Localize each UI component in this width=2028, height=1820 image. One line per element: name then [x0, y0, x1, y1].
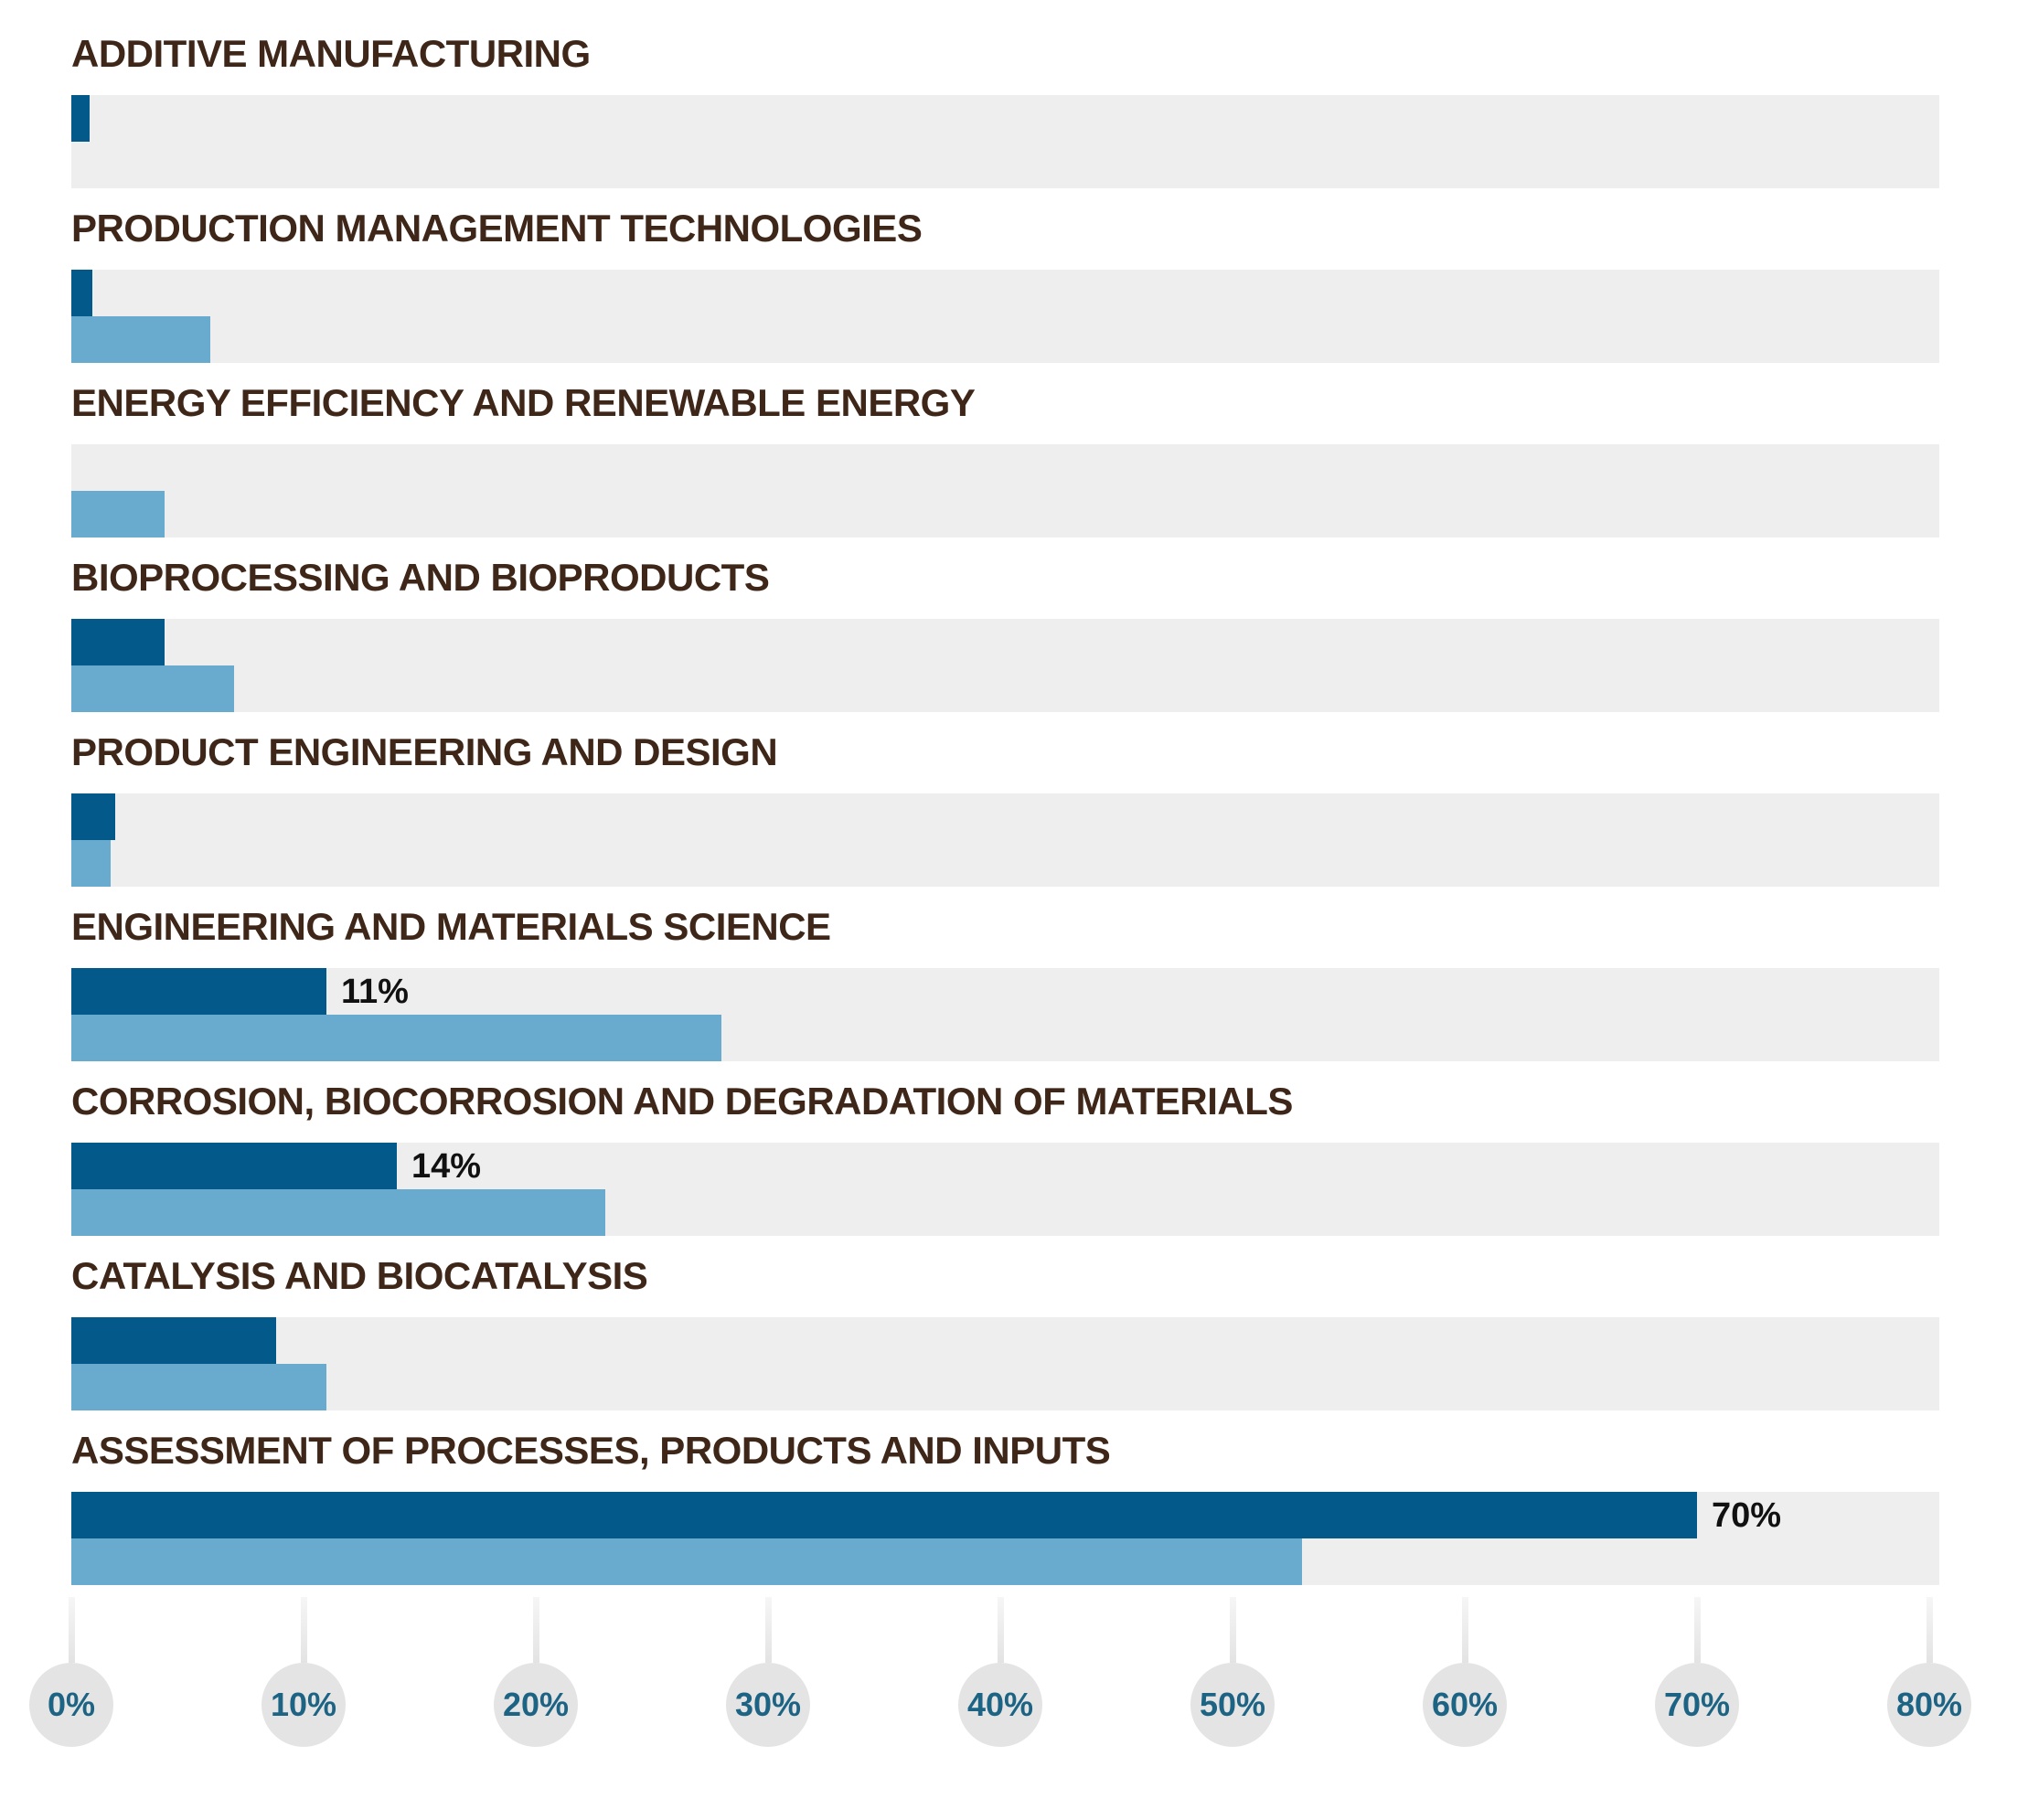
- tick-label: 60%: [1431, 1686, 1499, 1723]
- dark-blue-bar: [71, 1317, 276, 1364]
- tick-circle-badge: 80%: [1887, 1663, 1971, 1747]
- tick-line: [1926, 1597, 1933, 1663]
- light-blue-bar: [71, 1015, 721, 1061]
- category-title: CORROSION, BIOCORROSION AND DEGRADATION …: [71, 1080, 1293, 1123]
- dark-blue-bar: [71, 1492, 1697, 1538]
- category-row: PRODUCT ENGINEERING AND DESIGN: [71, 730, 1939, 887]
- light-blue-bar: [71, 1538, 1302, 1585]
- tick-label: 70%: [1663, 1686, 1731, 1723]
- category-title: ADDITIVE MANUFACTURING: [71, 32, 591, 75]
- bar-track: 11%: [71, 968, 1939, 1061]
- tick-line: [1461, 1597, 1468, 1663]
- tick-circle-badge: 40%: [958, 1663, 1042, 1747]
- tick-line: [1229, 1597, 1236, 1663]
- tick-line: [532, 1597, 539, 1663]
- category-rows: ADDITIVE MANUFACTURING PRODUCTION MANAGEM…: [71, 32, 1939, 1597]
- bar-value-label: 70%: [1712, 1496, 1782, 1535]
- light-blue-bar: [71, 316, 210, 363]
- tick-circle-badge: 0%: [29, 1663, 113, 1747]
- tick-label: 30%: [734, 1686, 802, 1723]
- tick-label: 10%: [270, 1686, 337, 1723]
- dark-blue-bar: [71, 619, 165, 665]
- tick-circle-badge: 30%: [726, 1663, 810, 1747]
- category-title: ENGINEERING AND MATERIALS SCIENCE: [71, 905, 831, 948]
- bar-track: [71, 95, 1939, 188]
- category-title: PRODUCT ENGINEERING AND DESIGN: [71, 730, 778, 773]
- tick-circle-badge: 20%: [494, 1663, 578, 1747]
- bar-track: [71, 793, 1939, 887]
- tick-line: [764, 1597, 772, 1663]
- category-row: CATALYSIS AND BIOCATALYSIS: [71, 1254, 1939, 1410]
- category-title: CATALYSIS AND BIOCATALYSIS: [71, 1254, 648, 1297]
- tick-line: [997, 1597, 1004, 1663]
- bar-track: 14%: [71, 1143, 1939, 1236]
- tick-circle-badge: 50%: [1190, 1663, 1275, 1747]
- bar-track: [71, 619, 1939, 712]
- dark-blue-bar: [71, 968, 326, 1015]
- category-row: ADDITIVE MANUFACTURING: [71, 32, 1939, 188]
- light-blue-bar: [71, 665, 234, 712]
- bar-track: 70%: [71, 1492, 1939, 1585]
- tick-label: 80%: [1895, 1686, 1963, 1723]
- tick-label: 20%: [502, 1686, 570, 1723]
- light-blue-bar: [71, 491, 165, 537]
- category-row: PRODUCTION MANAGEMENT TECHNOLOGIES: [71, 207, 1939, 363]
- category-row: ENGINEERING AND MATERIALS SCIENCE 11%: [71, 905, 1939, 1061]
- light-blue-bar: [71, 840, 111, 887]
- category-title: BIOPROCESSING AND BIOPRODUCTS: [71, 556, 770, 599]
- category-title: PRODUCTION MANAGEMENT TECHNOLOGIES: [71, 207, 923, 250]
- category-row: CORROSION, BIOCORROSION AND DEGRADATION …: [71, 1080, 1939, 1236]
- bar-track: [71, 444, 1939, 537]
- bar-track: [71, 1317, 1939, 1410]
- x-axis: 0% 10% 20% 30% 40% 50% 60% 70% 80%: [29, 1597, 1971, 1747]
- category-row: ENERGY EFFICIENCY AND RENEWABLE ENERGY: [71, 381, 1939, 537]
- tick-line: [1693, 1597, 1701, 1663]
- tick-label: 0%: [47, 1686, 96, 1723]
- dark-blue-bar: [71, 270, 92, 316]
- tick-circle-badge: 70%: [1655, 1663, 1739, 1747]
- category-title: ASSESSMENT OF PROCESSES, PRODUCTS AND IN…: [71, 1429, 1111, 1472]
- tick-label: 50%: [1199, 1686, 1266, 1723]
- tick-circle-badge: 10%: [262, 1663, 346, 1747]
- dark-blue-bar: [71, 793, 115, 840]
- dark-blue-bar: [71, 1143, 397, 1189]
- tick-circle-badge: 60%: [1423, 1663, 1507, 1747]
- tick-line: [300, 1597, 307, 1663]
- light-blue-bar: [71, 1189, 605, 1236]
- bar-value-label: 11%: [341, 973, 409, 1011]
- tick-label: 40%: [966, 1686, 1034, 1723]
- bar-value-label: 14%: [411, 1147, 482, 1186]
- bar-track: [71, 270, 1939, 363]
- category-title: ENERGY EFFICIENCY AND RENEWABLE ENERGY: [71, 381, 976, 424]
- tick-line: [68, 1597, 75, 1663]
- dark-blue-bar: [71, 95, 90, 142]
- category-row: ASSESSMENT OF PROCESSES, PRODUCTS AND IN…: [71, 1429, 1939, 1585]
- category-row: BIOPROCESSING AND BIOPRODUCTS: [71, 556, 1939, 712]
- light-blue-bar: [71, 1364, 326, 1410]
